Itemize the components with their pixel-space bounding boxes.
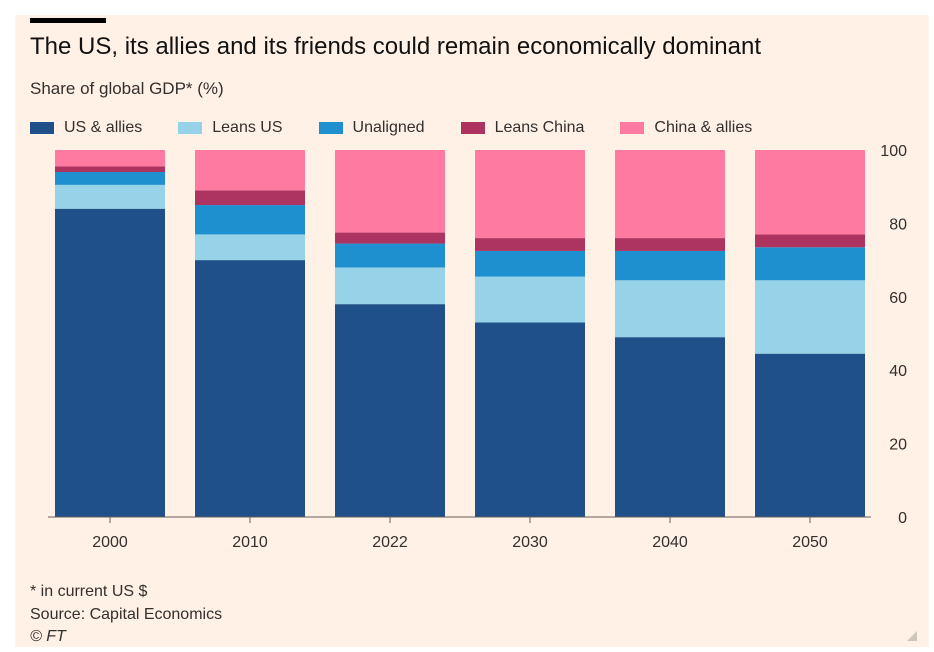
bar-segment-2022-us-allies xyxy=(335,304,445,517)
bar-segment-2000-leans-china xyxy=(55,166,165,173)
bar-segment-2050-leans-us xyxy=(755,280,865,354)
x-tick-label-2040: 2040 xyxy=(652,534,688,551)
resize-handle-icon xyxy=(907,631,917,641)
y-tick-label-100: 100 xyxy=(880,143,907,160)
bar-segment-2022-china-allies xyxy=(335,150,445,233)
bar-segment-2030-leans-us xyxy=(475,276,585,323)
legend-swatch-leans-us xyxy=(178,122,203,134)
source-note: Source: Capital Economics xyxy=(30,606,223,623)
legend-item-us-allies: US & allies xyxy=(30,119,142,137)
bar-segment-2030-unaligned xyxy=(475,250,585,277)
legend-item-china-allies: China & allies xyxy=(620,119,752,137)
y-tick-label-80: 80 xyxy=(889,216,907,233)
x-tick-label-2022: 2022 xyxy=(372,534,408,551)
legend-swatch-leans-china xyxy=(460,122,485,134)
legend-swatch-unaligned xyxy=(318,122,343,134)
bar-segment-2000-unaligned xyxy=(55,172,165,185)
y-tick-label-60: 60 xyxy=(889,290,907,307)
bar-segment-2040-china-allies xyxy=(615,150,725,239)
x-tick-label-2000: 2000 xyxy=(92,534,128,551)
bar-segment-2050-unaligned xyxy=(755,247,865,281)
bar-segment-2000-china-allies xyxy=(55,150,165,167)
y-tick-label-0: 0 xyxy=(898,510,907,527)
legend-item-leans-china: Leans China xyxy=(460,119,585,137)
legend-label-china-allies: China & allies xyxy=(654,119,753,136)
copyright-credit: © FT xyxy=(30,628,66,645)
x-tick-label-2010: 2010 xyxy=(232,534,268,551)
x-tick-label-2050: 2050 xyxy=(792,534,828,551)
x-tick-label-2030: 2030 xyxy=(512,534,548,551)
legend-item-unaligned: Unaligned xyxy=(318,119,425,137)
y-tick-label-40: 40 xyxy=(889,363,907,380)
legend: US & allies Leans US Unaligned Leans Chi… xyxy=(30,119,788,137)
bar-segment-2040-leans-china xyxy=(615,238,725,251)
bar-segment-2030-china-allies xyxy=(475,150,585,239)
legend-item-leans-us: Leans US xyxy=(178,119,283,137)
legend-swatch-china-allies xyxy=(620,122,645,134)
legend-label-leans-us: Leans US xyxy=(212,119,283,136)
bar-segment-2010-leans-us xyxy=(195,234,305,261)
bar-segment-2010-china-allies xyxy=(195,150,305,191)
bar-segment-2010-us-allies xyxy=(195,260,305,517)
bar-segment-2030-us-allies xyxy=(475,322,585,517)
bar-segment-2022-unaligned xyxy=(335,243,445,268)
legend-label-us-allies: US & allies xyxy=(64,119,143,136)
bar-segment-2050-us-allies xyxy=(755,353,865,517)
bar-segment-2040-unaligned xyxy=(615,250,725,281)
bar-segment-2010-leans-china xyxy=(195,190,305,206)
legend-label-leans-china: Leans China xyxy=(494,119,585,136)
chart-card: The US, its allies and its friends could… xyxy=(15,15,929,647)
bar-segment-2000-leans-us xyxy=(55,184,165,209)
bar-segment-2022-leans-us xyxy=(335,267,445,305)
bar-segment-2050-china-allies xyxy=(755,150,865,235)
legend-label-unaligned: Unaligned xyxy=(352,119,425,136)
bar-segment-2022-leans-china xyxy=(335,232,445,244)
bar-segment-2040-us-allies xyxy=(615,337,725,517)
legend-swatch-us-allies xyxy=(30,122,54,134)
chart-subtitle: Share of global GDP* (%) xyxy=(30,79,224,98)
ft-brand-bar xyxy=(30,18,106,23)
bar-segment-2000-us-allies xyxy=(55,208,165,517)
footnote: * in current US $ xyxy=(30,583,148,600)
bar-segment-2040-leans-us xyxy=(615,280,725,338)
bar-segment-2050-leans-china xyxy=(755,234,865,248)
bar-segment-2030-leans-china xyxy=(475,238,585,251)
chart-title: The US, its allies and its friends could… xyxy=(30,33,762,60)
y-tick-label-20: 20 xyxy=(889,437,907,454)
bar-segment-2010-unaligned xyxy=(195,205,305,235)
